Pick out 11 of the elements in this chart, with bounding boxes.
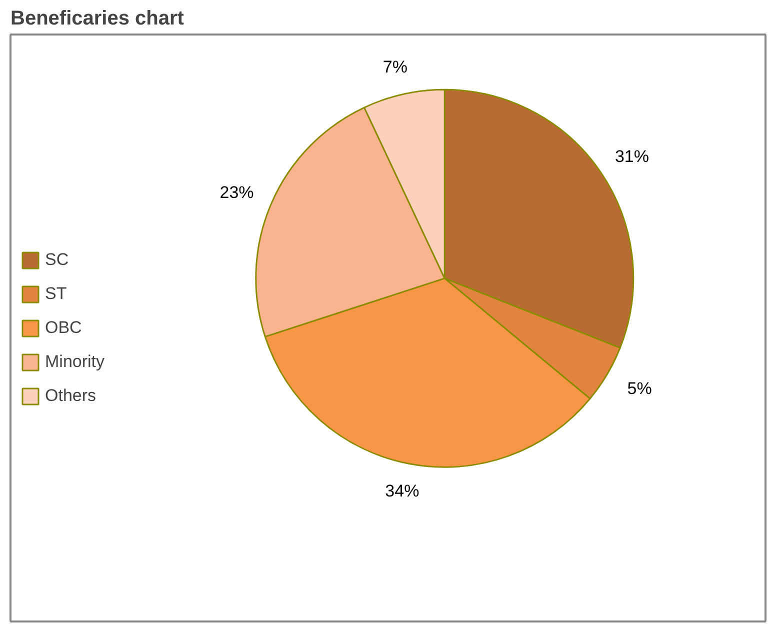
data-label: 5% (627, 379, 652, 398)
chart-title: Beneficaries chart (10, 8, 184, 30)
legend-label: ST (45, 284, 67, 304)
legend-label: SC (45, 250, 69, 270)
data-label: 23% (220, 182, 254, 202)
legend-label: OBC (45, 318, 82, 338)
data-label: 7% (382, 57, 408, 76)
data-label: 34% (385, 482, 420, 501)
data-label: 31% (614, 147, 649, 166)
legend-label: Minority (45, 352, 105, 372)
legend-label: Others (45, 386, 96, 406)
